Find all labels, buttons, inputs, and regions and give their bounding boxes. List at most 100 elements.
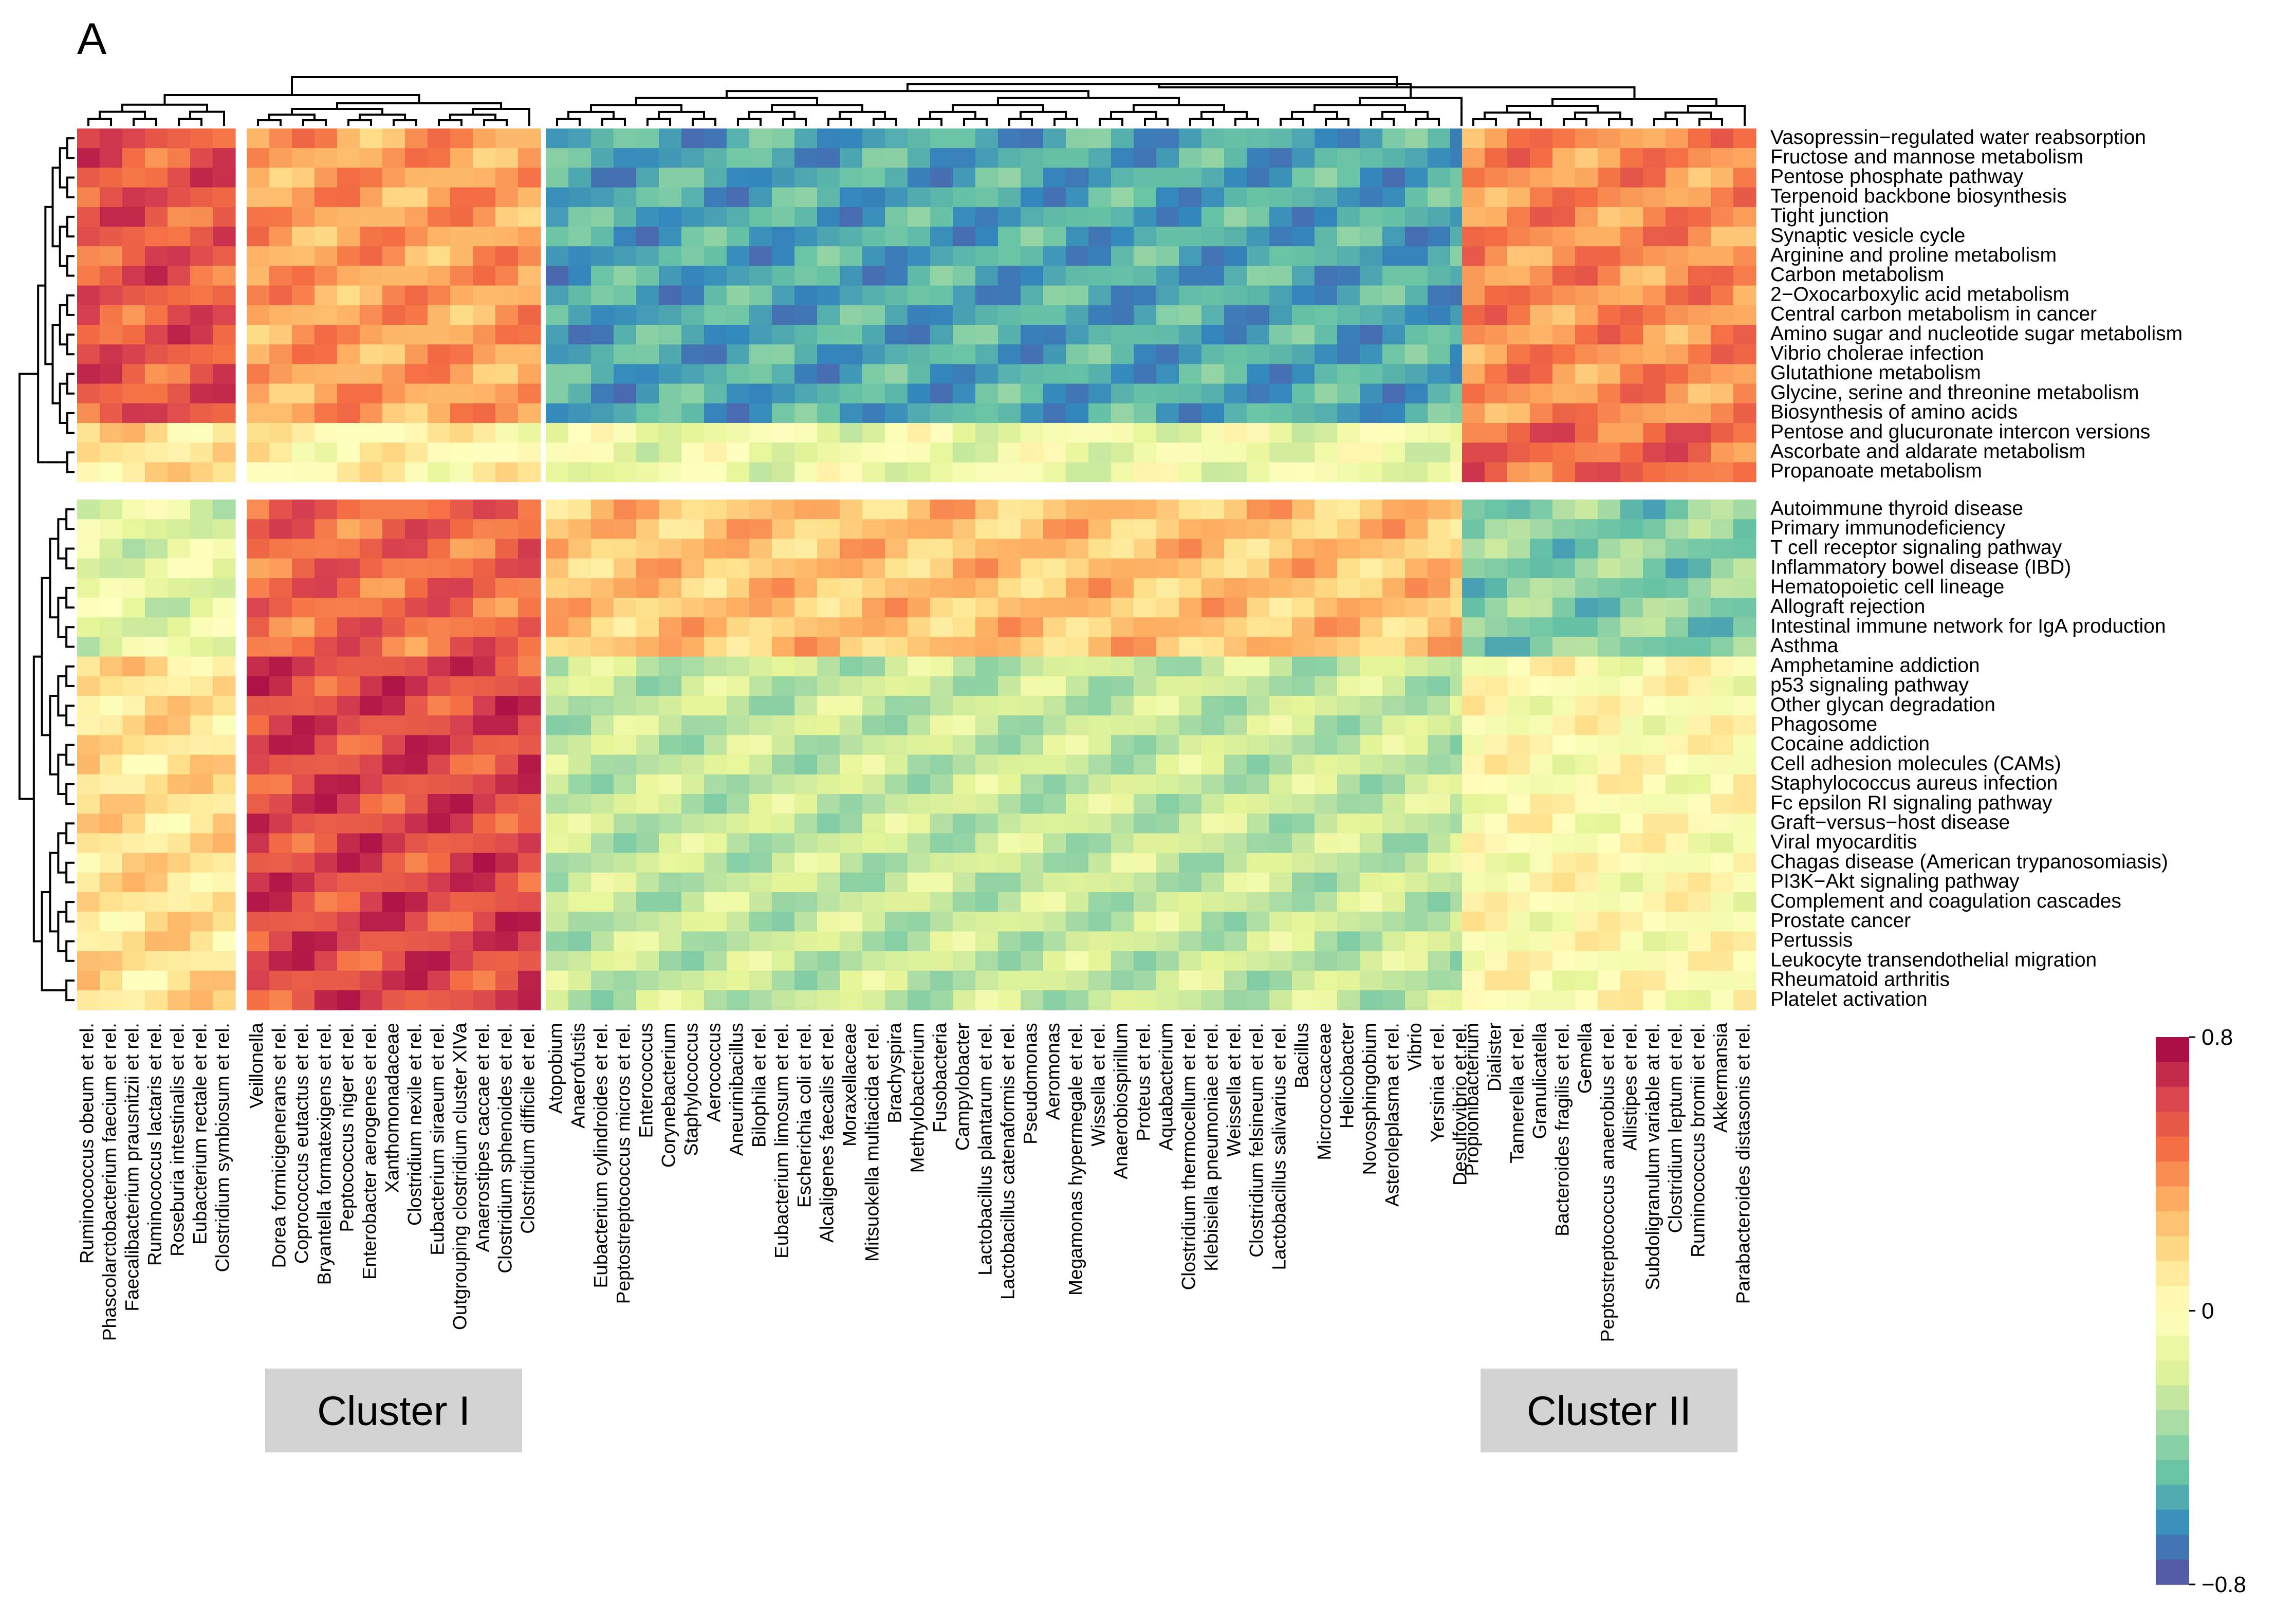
heatmap-cell [1337, 148, 1360, 168]
heatmap-cell [382, 442, 405, 463]
heatmap-cell [1620, 951, 1643, 971]
heatmap-cell [1088, 539, 1112, 559]
heatmap-cell [168, 364, 191, 384]
heatmap-cell [145, 168, 168, 188]
heatmap-cell [568, 168, 591, 188]
heatmap-cell [145, 285, 168, 306]
heatmap-cell [269, 325, 292, 345]
heatmap-cell [1315, 344, 1338, 364]
heatmap-cell [1733, 735, 1756, 755]
heatmap-cell [495, 344, 519, 364]
heatmap-cell [794, 794, 818, 814]
heatmap-cell [1224, 148, 1247, 168]
heatmap-cell [1201, 344, 1225, 364]
heatmap-cell [495, 735, 519, 755]
heatmap-cell [450, 912, 473, 932]
heatmap-cell [1247, 364, 1270, 384]
heatmap-cell [1134, 735, 1157, 755]
heatmap-cell [998, 558, 1021, 579]
heatmap-cell [1021, 246, 1044, 266]
heatmap-cell [840, 207, 863, 227]
heatmap-cell [1733, 676, 1756, 696]
heatmap-cell [840, 442, 863, 463]
heatmap-cell [1485, 285, 1508, 306]
heatmap-cell [1088, 814, 1112, 834]
heatmap-cell [1315, 754, 1338, 775]
heatmap-cell [659, 598, 682, 618]
heatmap-cell [315, 598, 338, 618]
column-label: Tannerella et rel. [1507, 1023, 1528, 1164]
heatmap-cell [727, 637, 750, 657]
heatmap-cell [405, 754, 428, 775]
heatmap-cell [749, 676, 772, 696]
heatmap-cell [1134, 637, 1157, 657]
heatmap-cell [269, 500, 292, 520]
heatmap-cell [1462, 892, 1485, 912]
heatmap-cell [1043, 735, 1066, 755]
column-label: Lactobacillus plantarum et rel. [975, 1023, 996, 1276]
heatmap-cell [405, 696, 428, 716]
heatmap-cell [975, 617, 998, 637]
heatmap-cell [1382, 305, 1405, 325]
heatmap-cell [1111, 403, 1134, 423]
heatmap-cell [292, 128, 315, 149]
heatmap-cell [975, 598, 998, 618]
heatmap-cell [190, 774, 213, 795]
heatmap-cell [1428, 853, 1451, 873]
heatmap-cell [1337, 931, 1360, 952]
heatmap-cell [1530, 266, 1553, 286]
heatmap-cell [473, 500, 496, 520]
heatmap-cell [1066, 207, 1089, 227]
heatmap-cell [794, 598, 818, 618]
heatmap-cell [1530, 325, 1553, 345]
heatmap-cell [1156, 148, 1179, 168]
heatmap-cell [1711, 539, 1734, 559]
heatmap-cell [704, 558, 727, 579]
heatmap-cell [794, 912, 818, 932]
heatmap-cell [1598, 423, 1621, 443]
heatmap-cell [840, 676, 863, 696]
heatmap-cell [1360, 598, 1383, 618]
heatmap-cell [614, 442, 637, 463]
heatmap-cell [1088, 853, 1112, 873]
heatmap-cell [908, 578, 931, 598]
heatmap-cell [1066, 931, 1089, 952]
heatmap-cell [1337, 970, 1360, 991]
heatmap-cell [1643, 558, 1666, 579]
heatmap-cell [817, 794, 840, 814]
heatmap-cell [382, 754, 405, 775]
heatmap-cell [1507, 931, 1530, 952]
heatmap-cell [1315, 403, 1338, 423]
heatmap-cell [659, 656, 682, 677]
heatmap-cell [862, 578, 885, 598]
heatmap-cell [1021, 227, 1044, 247]
heatmap-cell [1711, 442, 1734, 463]
heatmap-cell [1620, 990, 1643, 1010]
heatmap-cell [100, 305, 123, 325]
heatmap-cell [1043, 715, 1066, 735]
heatmap-cell [213, 754, 236, 775]
heatmap-cell [1292, 774, 1315, 795]
heatmap-cell [1620, 187, 1643, 208]
heatmap-cell [908, 423, 931, 443]
heatmap-cell [659, 814, 682, 834]
heatmap-cell [247, 735, 270, 755]
heatmap-cell [1021, 794, 1044, 814]
heatmap-cell [145, 637, 168, 657]
heatmap-cell [772, 266, 795, 286]
heatmap-cell [1530, 990, 1553, 1010]
heatmap-cell [145, 325, 168, 345]
heatmap-cell [1337, 325, 1360, 345]
heatmap-cell [428, 305, 451, 325]
heatmap-cell [1530, 423, 1553, 443]
heatmap-cell [975, 814, 998, 834]
heatmap-cell [659, 285, 682, 306]
heatmap-cell [145, 754, 168, 775]
heatmap-cell [794, 128, 818, 149]
row-label: Staphylococcus aureus infection [1770, 772, 2058, 795]
heatmap-cell [1711, 931, 1734, 952]
heatmap-cell [1043, 519, 1066, 539]
heatmap-cell [1507, 735, 1530, 755]
heatmap-cell [1111, 970, 1134, 991]
row-label: Ascorbate and aldarate metabolism [1770, 440, 2086, 463]
